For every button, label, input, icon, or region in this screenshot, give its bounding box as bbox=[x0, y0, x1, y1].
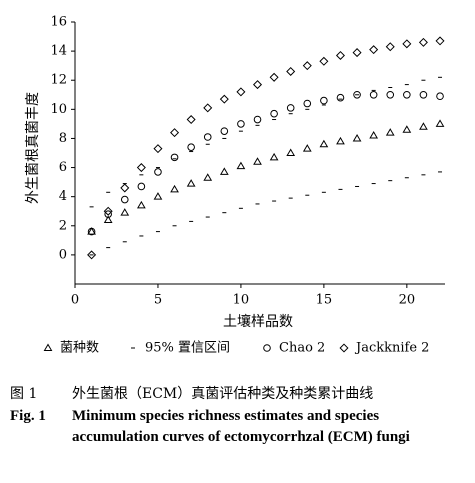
circle-marker bbox=[104, 210, 112, 218]
y-tick-label: 6 bbox=[59, 160, 67, 175]
diamond-marker bbox=[352, 48, 362, 58]
circle-marker bbox=[336, 93, 345, 102]
legend-label: Chao 2 bbox=[279, 341, 325, 356]
circle-marker bbox=[263, 344, 271, 352]
y-tick-label: 4 bbox=[59, 189, 67, 204]
triangle-marker bbox=[419, 122, 428, 130]
triangle-marker bbox=[103, 215, 113, 223]
circle-marker bbox=[303, 99, 312, 108]
y-tick-label: 8 bbox=[59, 131, 67, 146]
x-tick-label: 0 bbox=[71, 293, 79, 308]
triangle-marker bbox=[352, 133, 362, 142]
triangle-marker bbox=[302, 144, 312, 152]
chart: 土壤样品数 外生菌根真菌丰度 0 2 4 6 8 10 12 14 16 0 5 10 15 20 菌种数 9… bbox=[25, 15, 445, 356]
diamond-marker bbox=[219, 94, 229, 104]
legend-label: Jackknife 2 bbox=[354, 341, 429, 356]
caption-label: 图 1 bbox=[10, 386, 38, 402]
circle-marker bbox=[253, 115, 262, 124]
diamond-marker bbox=[339, 343, 349, 353]
circle-marker bbox=[419, 90, 428, 99]
circle-marker bbox=[203, 133, 212, 141]
triangle-marker bbox=[336, 136, 345, 145]
circle-marker bbox=[120, 195, 129, 204]
y-tick-label: 14 bbox=[50, 44, 67, 59]
circle-marker bbox=[353, 90, 361, 99]
circle-marker bbox=[403, 90, 411, 99]
caption-en: Fig. 1 Minimum species richness estimates… bbox=[10, 406, 465, 448]
diamond-marker bbox=[153, 144, 163, 154]
diamond-marker bbox=[269, 72, 279, 82]
circle-marker bbox=[270, 109, 278, 118]
caption-cn: 图 1 外生菌根（ECM）真菌评估种类及种类累计曲线 bbox=[10, 384, 465, 405]
diamond-marker bbox=[402, 39, 412, 49]
caption-label: Fig. 1 bbox=[10, 408, 46, 424]
triangle-marker bbox=[269, 152, 279, 161]
triangle-marker bbox=[236, 161, 246, 170]
x-tick-label: 15 bbox=[316, 293, 333, 308]
triangle-marker bbox=[203, 173, 213, 181]
diamond-marker bbox=[203, 103, 213, 113]
diamond-marker bbox=[418, 37, 428, 47]
diamond-marker bbox=[136, 163, 146, 173]
triangle-marker bbox=[219, 167, 229, 175]
circle-marker bbox=[87, 227, 96, 236]
legend-label: 95% 置信区间 bbox=[145, 341, 230, 356]
triangle-marker bbox=[385, 128, 395, 136]
diamond-marker bbox=[103, 206, 113, 216]
circle-marker bbox=[386, 90, 395, 99]
circle-marker bbox=[154, 168, 162, 176]
circle-marker bbox=[220, 127, 229, 135]
diamond-marker bbox=[253, 80, 263, 90]
diamond-marker bbox=[170, 128, 180, 138]
circle-marker bbox=[170, 153, 179, 162]
caption-text: 外生菌根（ECM）真菌评估种类及种类累计曲线 bbox=[72, 386, 374, 402]
triangle-marker bbox=[286, 148, 296, 156]
y-tick-label: 16 bbox=[50, 15, 67, 30]
diamond-marker bbox=[302, 61, 312, 71]
y-tick-label: 2 bbox=[59, 218, 67, 233]
diamond-marker bbox=[435, 36, 445, 46]
triangle-marker bbox=[186, 179, 196, 187]
x-axis-label: 土壤样品数 bbox=[223, 313, 293, 330]
y-axis-label: 外生菌根真菌丰度 bbox=[25, 92, 41, 204]
diamond-marker bbox=[385, 42, 395, 52]
legend-label: 菌种数 bbox=[60, 341, 99, 356]
y-tick-label: 10 bbox=[50, 102, 67, 117]
circle-marker bbox=[137, 182, 146, 191]
y-tick-label: 0 bbox=[59, 247, 67, 262]
triangle-marker bbox=[170, 184, 179, 193]
x-tick-label: 10 bbox=[233, 293, 250, 308]
triangle-marker bbox=[153, 192, 163, 200]
diamond-marker bbox=[335, 50, 345, 60]
diamond-marker bbox=[120, 183, 130, 193]
diamond-marker bbox=[286, 66, 296, 76]
triangle-marker bbox=[402, 125, 412, 133]
circle-marker bbox=[320, 96, 328, 105]
circle-marker bbox=[187, 143, 195, 151]
circle-marker bbox=[369, 90, 378, 99]
y-tick-label: 12 bbox=[50, 73, 67, 88]
diamond-marker bbox=[319, 56, 329, 66]
x-tick-label: 20 bbox=[399, 293, 416, 308]
x-tick-label: 5 bbox=[154, 293, 162, 308]
circle-marker bbox=[436, 92, 444, 101]
circle-marker bbox=[286, 104, 295, 112]
triangle-marker bbox=[435, 119, 445, 127]
diamond-marker bbox=[186, 115, 196, 125]
triangle-marker bbox=[87, 227, 96, 235]
caption-text: Minimum species richness estimates and s… bbox=[72, 408, 410, 445]
diamond-marker bbox=[236, 87, 246, 97]
diamond-marker bbox=[369, 45, 379, 55]
triangle-marker bbox=[253, 157, 262, 165]
triangle-marker bbox=[136, 200, 146, 209]
triangle-marker bbox=[120, 208, 130, 216]
triangle-marker bbox=[43, 343, 53, 351]
diamond-marker bbox=[87, 250, 97, 260]
circle-marker bbox=[237, 120, 245, 128]
triangle-marker bbox=[319, 139, 329, 148]
triangle-marker bbox=[369, 131, 379, 139]
